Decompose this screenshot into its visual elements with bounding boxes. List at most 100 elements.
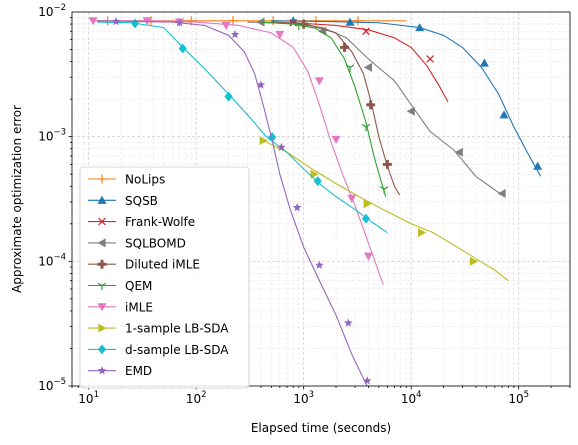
legend-item-qem: QEM (88, 279, 152, 293)
data-point-nolips (353, 16, 363, 26)
legend-label: Frank-Wolfe (125, 215, 195, 229)
data-point-sqlbomd (454, 147, 463, 157)
data-point-sqlbomd (406, 106, 415, 116)
data-point-qem (379, 186, 389, 194)
data-point-sqlbomd (256, 17, 265, 27)
data-point-sqsb (533, 161, 543, 170)
data-point-imle (347, 194, 357, 203)
legend-item-d-sample-lb-sda: d-sample LB-SDA (88, 343, 229, 357)
legend-item-emd: EMD (88, 364, 152, 378)
data-point-d-sample-lb-sda (313, 176, 322, 187)
series-qem (260, 21, 389, 197)
series-line-imle (93, 20, 384, 285)
data-point-sqlbomd (363, 62, 373, 72)
legend-label: NoLips (125, 173, 165, 187)
data-point-qem (361, 124, 371, 132)
data-point-sqsb (345, 17, 355, 26)
data-point-1-sample-lb-sda (469, 256, 479, 266)
series-d-sample-lb-sda (97, 18, 388, 234)
series-line-d-sample-lb-sda (97, 21, 388, 234)
series-1-sample-lb-sda (259, 136, 509, 282)
legend-label: d-sample LB-SDA (125, 343, 229, 357)
ticks: 101 102 103 104 105 10−5 10−4 10−3 10−2 (38, 3, 571, 406)
x-tick-label: 103 (293, 390, 314, 406)
legend-item-frank-wolfe: Frank-Wolfe (88, 215, 195, 229)
legend-box (79, 166, 250, 389)
legend-item-sqsb: SQSB (88, 194, 158, 208)
legend-item-1-sample-lb-sda: 1-sample LB-SDA (88, 322, 229, 336)
legend-item-nolips: NoLips (88, 173, 165, 187)
series-layer (88, 16, 543, 386)
x-tick-label: 104 (401, 390, 422, 406)
legend-label: QEM (125, 279, 152, 293)
x-tick-label: 102 (186, 390, 207, 406)
data-point-emd (292, 203, 302, 212)
data-point-1-sample-lb-sda (363, 199, 372, 209)
data-point-nolips (228, 16, 238, 26)
legend-item-imle: iMLE (88, 300, 153, 314)
data-point-1-sample-lb-sda (310, 169, 319, 179)
legend-item-sqlbomd: SQLBOMD (88, 236, 186, 250)
y-axis-title: Approximate optimization error (10, 105, 24, 293)
x-tick-label: 105 (508, 390, 529, 406)
plot-frame (71, 11, 571, 387)
data-point-sqsb (499, 110, 509, 119)
legend-marker (98, 217, 106, 226)
legend-marker (97, 366, 107, 375)
data-point-d-sample-lb-sda (224, 91, 233, 102)
data-point-imle (363, 252, 373, 261)
legend-label: EMD (125, 364, 152, 378)
series-line-sqsb (271, 20, 542, 177)
data-point-d-sample-lb-sda (361, 213, 371, 224)
series-line-frank-wolfe (293, 22, 449, 103)
data-point-frank-wolfe (426, 55, 434, 63)
legend-marker (97, 174, 107, 184)
legend-marker (97, 303, 107, 312)
data-point-imle (275, 30, 285, 39)
series-line-diluted-imle (271, 21, 401, 196)
data-point-1-sample-lb-sda (259, 136, 268, 146)
legend-marker (97, 195, 107, 204)
y-tick-label: 10−5 (38, 377, 66, 393)
series-imle (88, 17, 384, 285)
series-line-1-sample-lb-sda (260, 138, 509, 282)
data-point-emd (362, 376, 372, 385)
data-point-d-sample-lb-sda (178, 43, 187, 54)
legend-marker (97, 344, 107, 355)
data-point-sqsb (479, 58, 489, 67)
data-point-sqlbomd (497, 189, 506, 199)
data-point-emd (230, 30, 240, 39)
data-point-imle (331, 135, 341, 144)
x-axis-title: Elapsed time (seconds) (251, 421, 391, 435)
legend-marker (97, 259, 107, 269)
legend-label: SQSB (125, 194, 158, 208)
data-point-qem (294, 22, 303, 30)
data-point-emd (315, 260, 324, 269)
data-point-emd (344, 318, 353, 327)
data-point-imle (221, 21, 231, 30)
legend: NoLips SQSB Frank-Wolfe SQLBOMD Diluted iMLE… (79, 166, 250, 389)
legend-label: SQLBOMD (125, 236, 186, 250)
data-point-diluted-imle (366, 100, 376, 110)
legend-marker (97, 238, 106, 248)
legend-label: Diluted iMLE (125, 258, 200, 272)
series-emd (97, 16, 372, 386)
data-point-diluted-imle (340, 42, 350, 52)
data-point-1-sample-lb-sda (418, 228, 427, 238)
data-point-d-sample-lb-sda (268, 132, 277, 143)
legend-label: 1-sample LB-SDA (125, 322, 229, 336)
data-point-sqsb (415, 23, 425, 32)
x-tick-label: 101 (78, 390, 99, 406)
legend-marker (98, 323, 107, 333)
data-point-emd (277, 142, 286, 152)
legend-marker (97, 282, 107, 290)
data-point-emd (175, 18, 184, 27)
y-tick-label: 10−2 (38, 3, 66, 19)
series-line-emd (97, 20, 368, 386)
data-point-frank-wolfe (362, 27, 370, 36)
series-line-qem (260, 21, 387, 197)
y-tick-label: 10−3 (38, 128, 66, 144)
y-tick-label: 10−4 (38, 252, 66, 268)
data-point-imle (314, 77, 324, 86)
